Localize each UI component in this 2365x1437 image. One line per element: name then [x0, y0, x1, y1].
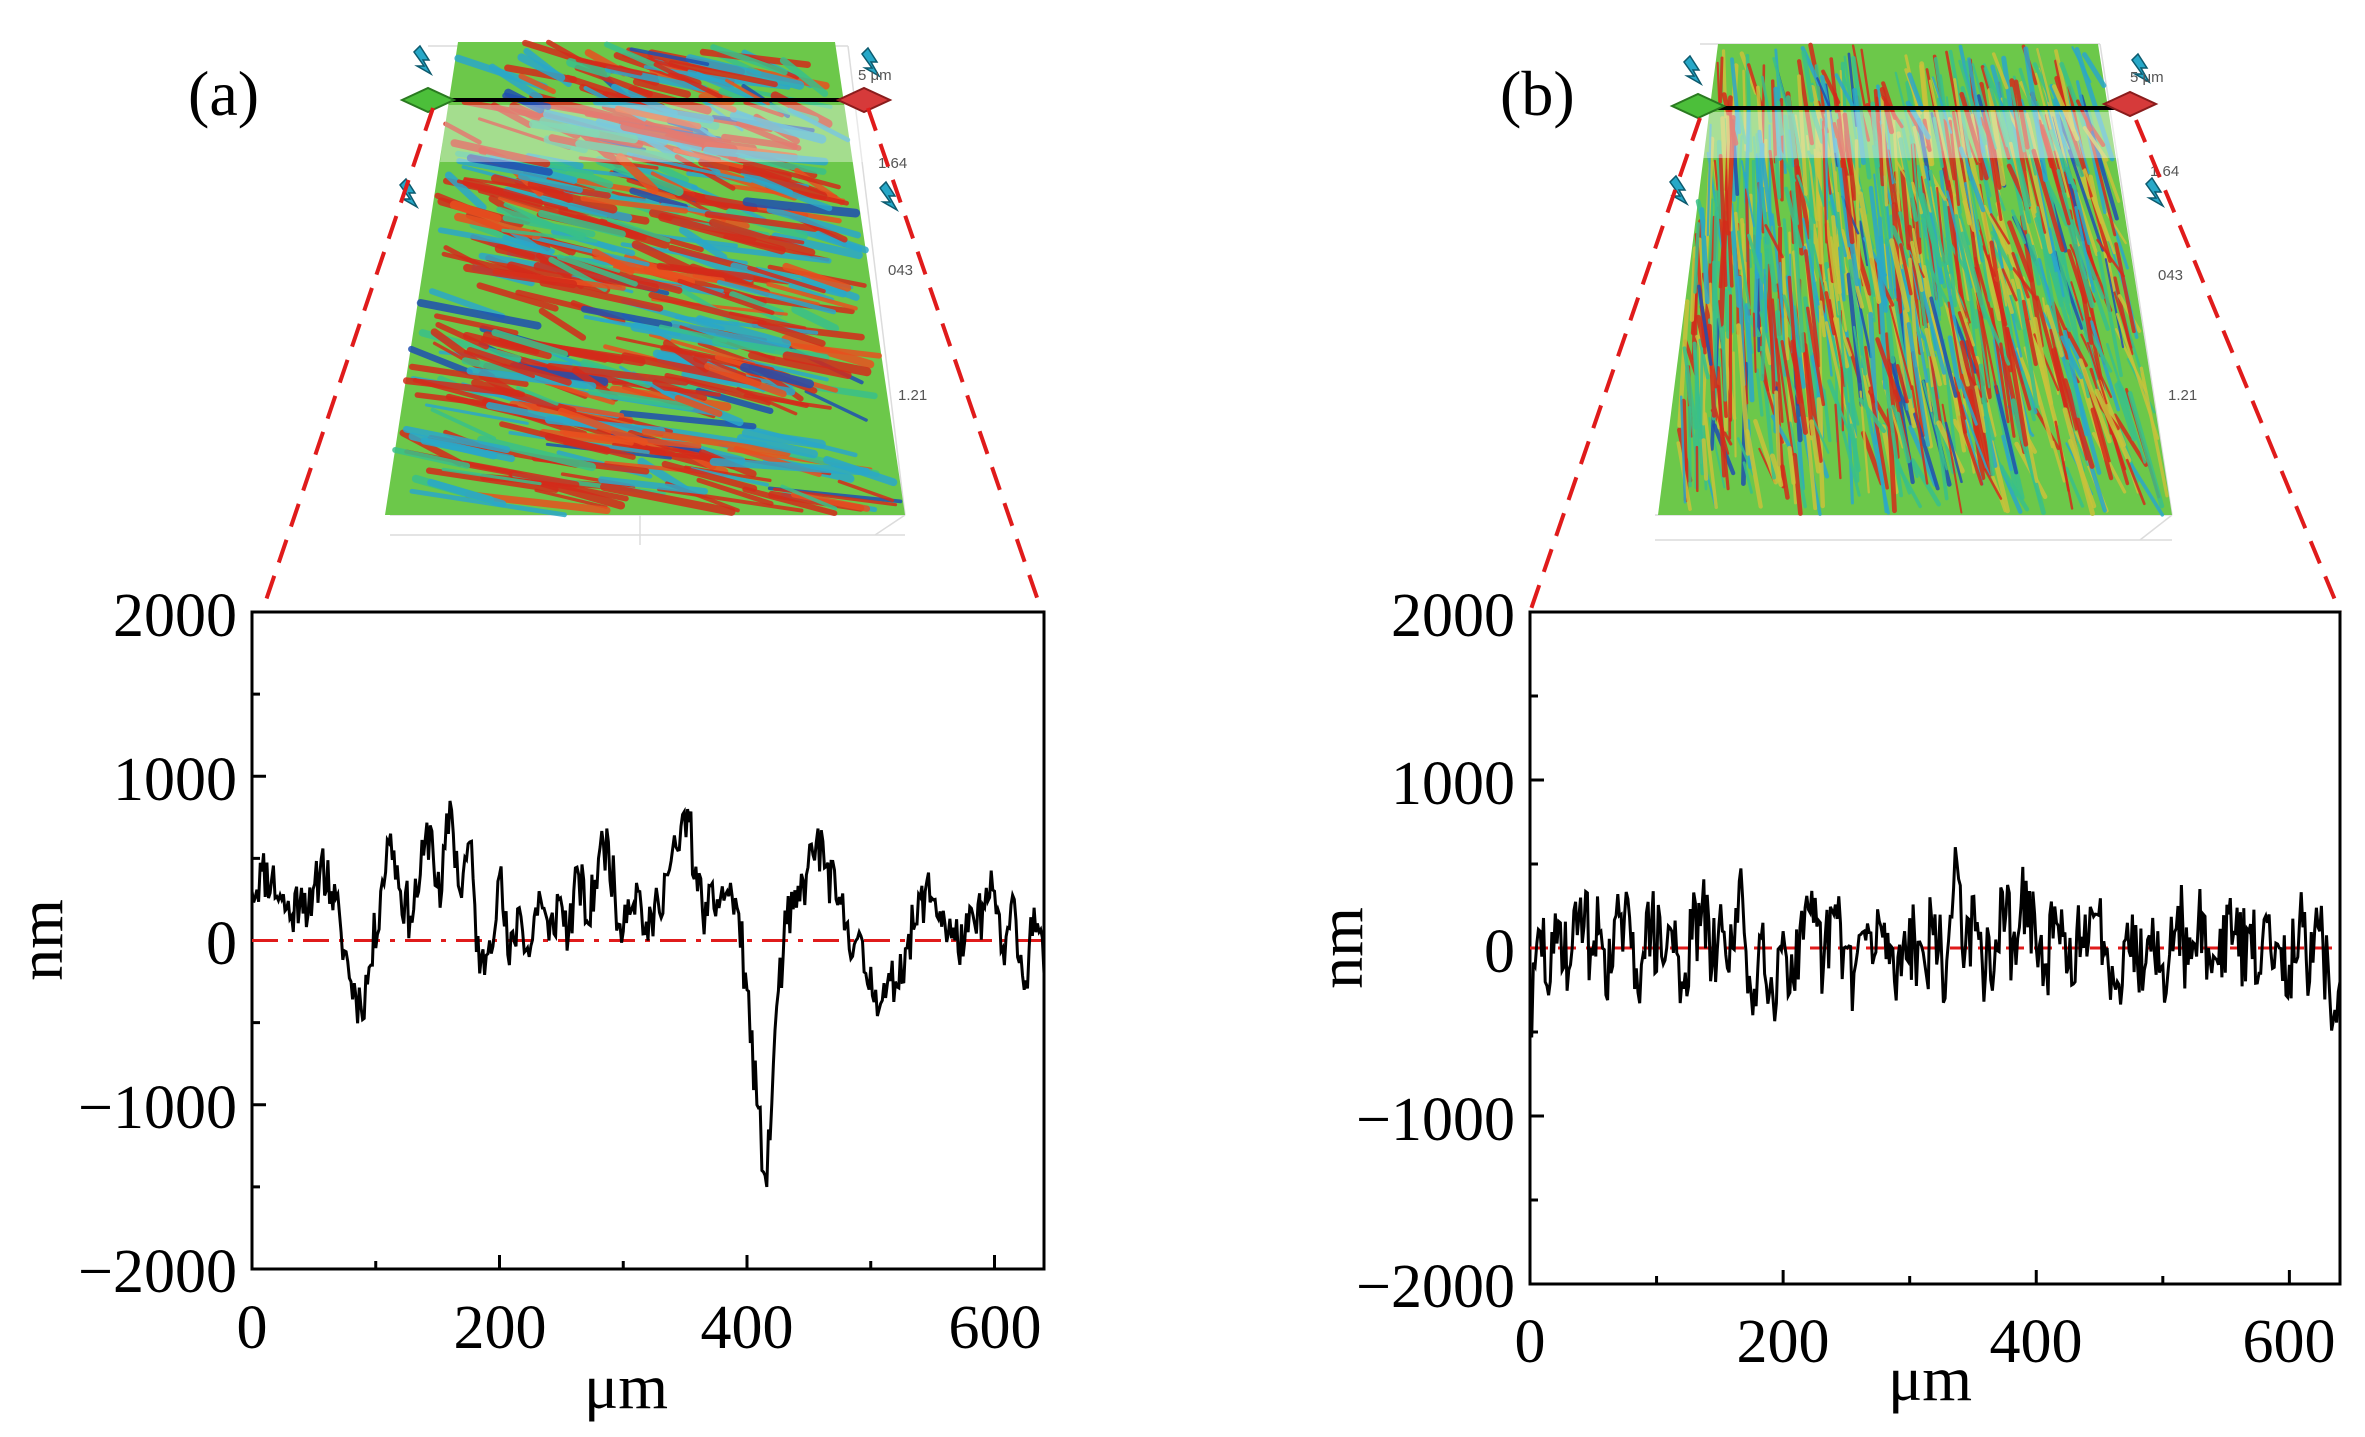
chart-a-ytick-label-minus-2000: −2000	[78, 1238, 237, 1306]
chart-b-ytick-label-0: 0	[1484, 918, 1515, 986]
chart-a-ytick-label-2000: 2000	[113, 582, 237, 650]
surface-map-b: 5 μm 1.64 043 1.21	[1655, 42, 2197, 541]
section-start-marker-b	[1669, 92, 1727, 120]
chart-a: 2000 1000 0 −1000 −2000 0 200 400 600 μm…	[5, 582, 1046, 1422]
map-control-icon-a-4	[879, 180, 900, 213]
map-scale-label-b-3: 043	[2158, 267, 2183, 284]
map-control-icon-a-2	[861, 46, 882, 79]
panel-a: (a)	[5, 39, 1046, 1422]
chart-a-xtick-label-600: 600	[949, 1294, 1042, 1362]
chart-a-xtick-label-400: 400	[701, 1294, 794, 1362]
chart-b: 2000 1000 0 −1000 −2000 0 200 400 600 μm…	[1305, 582, 2342, 1414]
chart-a-ytick-label-1000: 1000	[113, 746, 237, 814]
chart-b-profile-line	[1530, 847, 2340, 1038]
zoom-line-b-right	[2134, 119, 2342, 613]
map-control-icon-a-3	[399, 177, 420, 210]
chart-a-profile-line	[252, 800, 1044, 1188]
zoom-line-b-left	[1528, 117, 1702, 613]
section-end-marker-a	[835, 86, 893, 114]
chart-b-xtick-label-0: 0	[1515, 1308, 1546, 1376]
map-scale-label-a-2: 1.64	[878, 155, 907, 172]
map-control-icon-b-1	[1683, 54, 1704, 87]
map-scale-label-a-4: 1.21	[898, 387, 927, 404]
chart-a-ytick-label-0: 0	[206, 910, 237, 978]
surface-map-a-streaks	[392, 39, 903, 518]
map-control-icon-b-4	[2145, 176, 2166, 209]
chart-a-yaxis-title: nm	[5, 899, 76, 981]
section-start-marker-a	[399, 86, 457, 114]
map-scale-label-a-3: 043	[888, 262, 913, 279]
chart-b-ytick-label-2000: 2000	[1391, 582, 1515, 650]
profile-section-band-a	[440, 105, 868, 162]
panel-b-label: (b)	[1500, 58, 1575, 129]
section-end-marker-b	[2101, 90, 2159, 118]
zoom-line-a-left	[260, 107, 435, 613]
panel-b: (b)	[1305, 42, 2342, 1414]
map-control-icon-a-1	[413, 44, 434, 77]
chart-b-yaxis-title: nm	[1305, 907, 1376, 989]
panel-a-label: (a)	[188, 58, 259, 129]
zoom-line-a-right	[866, 107, 1044, 613]
chart-a-xtick-label-0: 0	[237, 1294, 268, 1362]
chart-a-xaxis-title: μm	[584, 1351, 668, 1422]
surface-map-b-streaks	[1676, 42, 2169, 517]
chart-a-ticks	[250, 610, 996, 1271]
map-control-icon-b-3	[1669, 174, 1690, 207]
map-control-icon-b-2	[2131, 52, 2152, 85]
chart-a-ytick-label-minus-1000: −1000	[78, 1074, 237, 1142]
chart-b-ytick-label-minus-2000: −2000	[1356, 1253, 1515, 1321]
map-scale-label-b-4: 1.21	[2168, 387, 2197, 404]
chart-a-xtick-label-200: 200	[454, 1294, 547, 1362]
chart-b-ytick-label-minus-1000: −1000	[1356, 1086, 1515, 1154]
surface-map-a: 5 μm 1.64 043 1.21	[385, 39, 927, 545]
chart-b-xtick-label-400: 400	[1990, 1308, 2083, 1376]
chart-b-xtick-label-200: 200	[1737, 1308, 1830, 1376]
chart-b-xtick-label-600: 600	[2243, 1308, 2336, 1376]
map-scale-label-a-1: 5 μm	[858, 67, 892, 84]
chart-b-ticks	[1528, 610, 2291, 1286]
map-scale-label-b-1: 5 μm	[2130, 69, 2164, 86]
profile-section-band-b	[1702, 112, 2140, 158]
chart-b-xaxis-title: μm	[1888, 1343, 1972, 1414]
chart-b-ytick-label-1000: 1000	[1391, 750, 1515, 818]
